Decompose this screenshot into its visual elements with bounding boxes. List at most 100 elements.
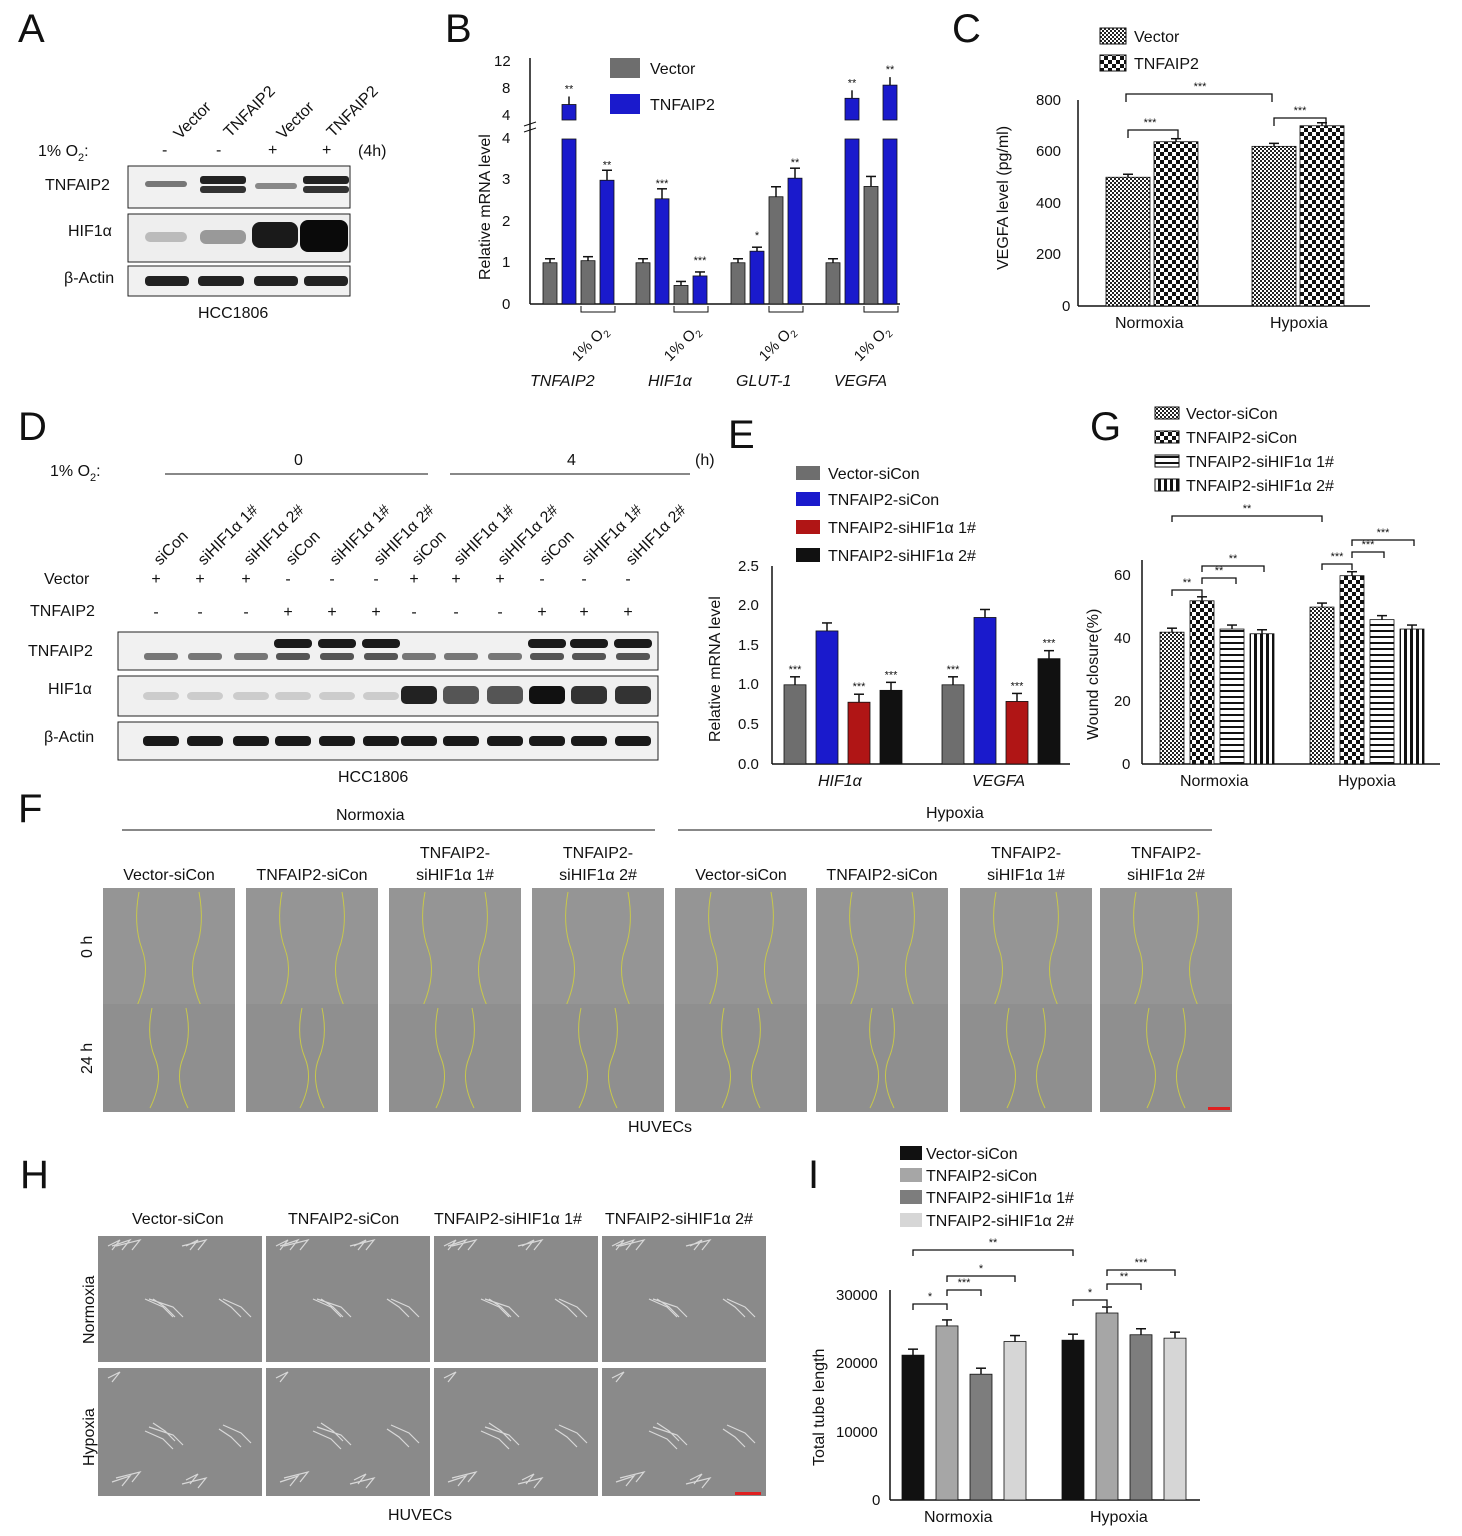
sign: - (497, 604, 502, 621)
o2-label: 1% O2: (50, 463, 101, 484)
bar (879, 689, 903, 765)
wound-edge-line (435, 1007, 446, 1109)
significance-bracket (1127, 129, 1179, 138)
gene-label: GLUT-1 (736, 373, 791, 390)
y-tick-label: 2.5 (738, 558, 759, 575)
bar (1189, 600, 1215, 765)
y-tick-label: 0 (872, 1492, 880, 1509)
x-tick-label: Hypoxia (1338, 773, 1396, 790)
significance-bracket (946, 1289, 982, 1296)
significance-bracket (1106, 1283, 1142, 1290)
blot-band (318, 639, 356, 648)
blot-band (529, 686, 565, 704)
panel-f-images: Normoxia Hypoxia Vector-siCon TNFAIP2-siC… (79, 805, 1232, 1136)
wound-edge-line (191, 891, 202, 1007)
blot-band (571, 686, 607, 704)
row-label: TNFAIP2 (30, 603, 95, 620)
blot-band (615, 686, 651, 704)
o2-sign: - (216, 142, 221, 159)
wound-edge-line (763, 891, 774, 1007)
micrograph-image (602, 1236, 766, 1362)
blot-band (254, 276, 298, 286)
chart-c: VEGFA level (pg/ml) 0 200 400 600 800 Ve… (995, 27, 1370, 332)
panel-a-blot: Vector TNFAIP2 Vector TNFAIP2 1% O2: - -… (38, 83, 386, 322)
wound-edge-line (1133, 891, 1144, 1007)
row-label: Normoxia (81, 1275, 98, 1344)
micrograph-image (103, 1004, 235, 1112)
micrograph-image (389, 1004, 521, 1112)
column-header: TNFAIP2-siCon (256, 867, 367, 884)
chart-i: Total tube length 0 10000 20000 30000 Ve… (811, 1146, 1200, 1526)
significance-label: * (928, 1291, 933, 1303)
wound-edge-line (1035, 1007, 1046, 1109)
y-tick-label: 10000 (836, 1424, 878, 1441)
legend-label: TNFAIP2 (1134, 56, 1199, 73)
x-tick-label: Normoxia (1115, 315, 1184, 332)
wound-edge-line (464, 1007, 475, 1109)
tube-network (275, 1238, 420, 1318)
blot-band (200, 186, 246, 193)
significance-label: *** (656, 178, 670, 190)
images-f (103, 888, 1232, 1112)
y-tick-label: 400 (1036, 195, 1061, 212)
legend-swatch (900, 1190, 922, 1204)
significance-label: *** (885, 669, 899, 681)
y-tick-label: 600 (1036, 143, 1061, 160)
wound-edge-line (1146, 1007, 1157, 1109)
legend-swatch (1154, 430, 1180, 444)
legend-swatch (1099, 54, 1127, 72)
time-label: (4h) (358, 143, 386, 160)
bar (973, 617, 997, 765)
wound-edge-line (565, 891, 576, 1007)
y-tick-label: 0 (1062, 298, 1070, 315)
o2-axis-label: 1% O2 (661, 322, 706, 367)
significance-label: *** (694, 255, 708, 267)
legend-label: TNFAIP2-siCon (926, 1168, 1037, 1185)
y-axis-label: Total tube length (811, 1349, 828, 1466)
x-tick-label: Hypoxia (1270, 315, 1328, 332)
panel-label-h: H (20, 1153, 49, 1197)
o2-bracket (580, 306, 616, 313)
o2-axis-label: 1% O2 (569, 322, 614, 367)
y-axis-label: Wound closure(%) (1085, 609, 1102, 740)
significance-label: ** (603, 159, 612, 171)
blot-band (401, 736, 437, 746)
o2-bracket (768, 306, 804, 313)
wound-edge-line (299, 1007, 310, 1109)
bar (901, 1354, 925, 1501)
blot-band (401, 686, 437, 704)
sign: + (537, 604, 546, 621)
micrograph-image (434, 1236, 598, 1362)
bar (1251, 145, 1297, 307)
panel-label-d: D (18, 405, 47, 449)
significance-bracket (1201, 565, 1265, 572)
significance-label: *** (853, 681, 867, 693)
scale-bar (1208, 1107, 1230, 1110)
bars-b: ***************** (542, 64, 899, 313)
panel-label-c: C (952, 7, 981, 51)
bar (863, 186, 879, 305)
bar (599, 179, 615, 305)
panel-label-g: G (1090, 405, 1121, 449)
significance-label: ** (1243, 503, 1252, 515)
blot-band (362, 639, 400, 648)
wound-edge-line (884, 1007, 895, 1109)
y-tick-label: 0 (1122, 756, 1130, 773)
sign: + (327, 604, 336, 621)
row-label: β-Actin (64, 270, 114, 287)
panel-label-f: F (18, 787, 42, 831)
bar (825, 262, 841, 305)
y-tick-label: 60 (1114, 567, 1131, 584)
cell-label: HUVECs (628, 1119, 692, 1136)
bar (941, 684, 965, 765)
y-tick-label: 20000 (836, 1355, 878, 1372)
row-label: TNFAIP2 (45, 177, 110, 194)
sign: - (411, 604, 416, 621)
wound-edge-line (279, 891, 290, 1007)
column-header: TNFAIP2-siHIF1α 1# (434, 1211, 582, 1228)
sign: - (581, 571, 586, 588)
legend-label: TNFAIP2-siHIF1α 2# (1186, 478, 1334, 495)
x-tick-label: Normoxia (1180, 773, 1249, 790)
time-unit: (h) (695, 452, 715, 469)
column-header: TNFAIP2-siHIF1α 2# (605, 1211, 753, 1228)
